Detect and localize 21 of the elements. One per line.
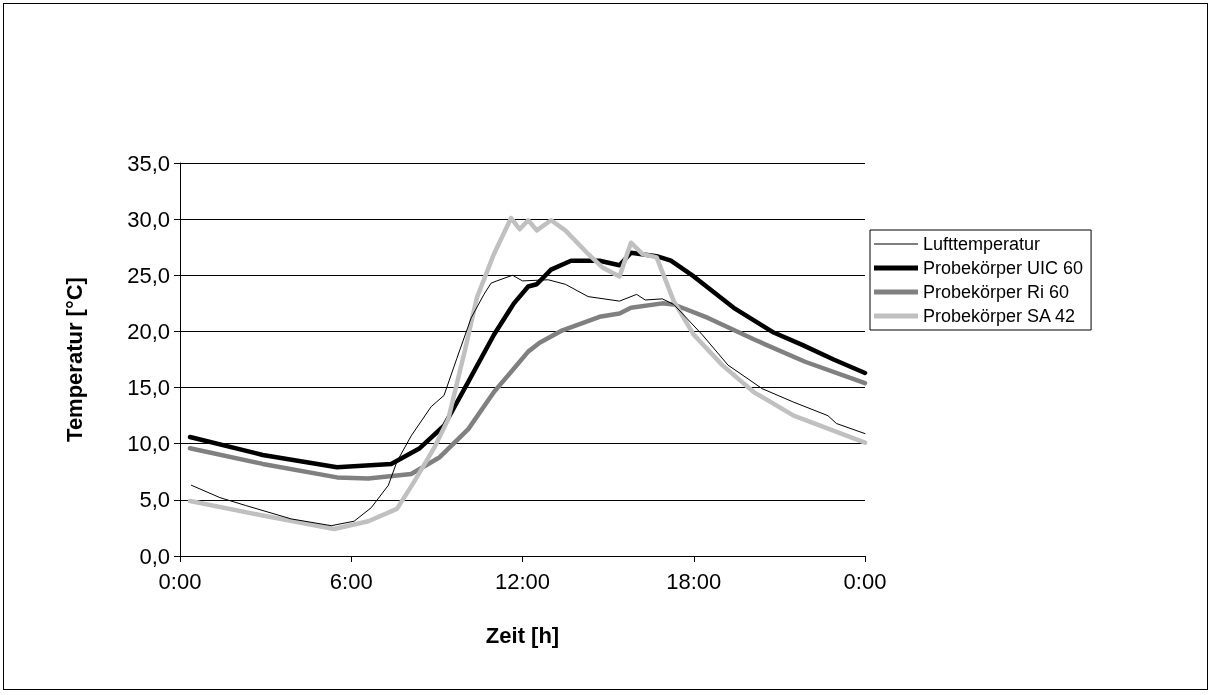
y-tick-label: 0,0 — [139, 543, 170, 569]
legend-label: Probekörper UIC 60 — [923, 258, 1084, 278]
line-series — [187, 215, 868, 532]
y-tick-label: 25,0 — [127, 262, 170, 288]
x-axis-title: Zeit [h] — [485, 622, 560, 648]
y-tick-label: 15,0 — [127, 375, 170, 401]
x-tick-label: 6:00 — [329, 568, 373, 594]
line-series — [187, 301, 868, 481]
y-tick-label: 30,0 — [127, 206, 170, 232]
y-tick-label: 35,0 — [127, 150, 170, 176]
y-tick-label: 5,0 — [139, 487, 170, 513]
y-axis-title: Temperatur [°C] — [61, 277, 87, 442]
legend-label: Lufttemperatur — [923, 234, 1041, 254]
y-tick-label: 10,0 — [127, 431, 170, 457]
y-tick-label: 20,0 — [127, 318, 170, 344]
x-tick-label: 18:00 — [666, 568, 722, 594]
x-tick-label: 12:00 — [494, 568, 551, 594]
x-tick-label: 0:00 — [843, 568, 887, 594]
x-tick-label: 0:00 — [158, 568, 202, 594]
legend-label: Probekörper Ri 60 — [923, 282, 1070, 302]
legend-label: Probekörper SA 42 — [923, 306, 1076, 326]
